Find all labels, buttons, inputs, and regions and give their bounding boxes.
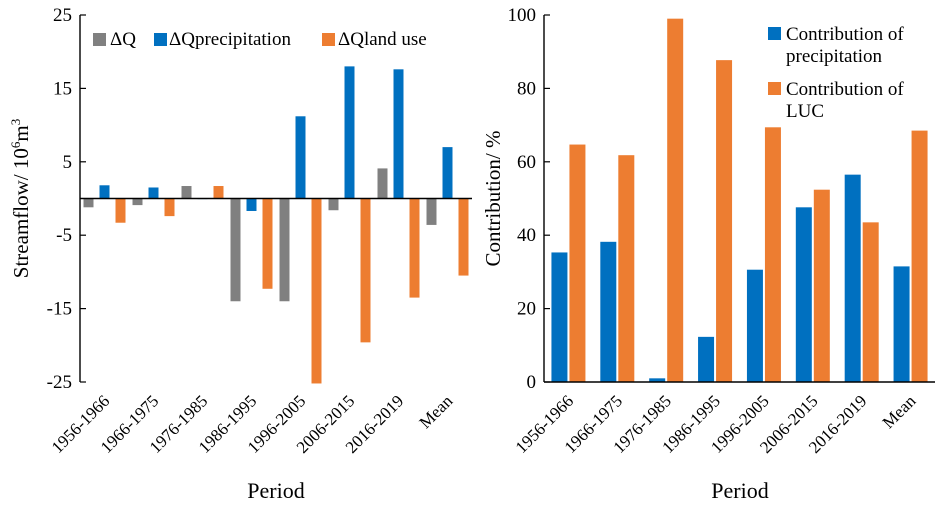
bar-qland-use-2006-2015	[360, 198, 371, 343]
contribution-chart: 0 20 40 60 80 100 1956-19661966-19751976-1985…	[481, 5, 935, 503]
y-tick-label: -25	[47, 372, 72, 393]
bar-contribution-of-luc-2016-2019	[862, 222, 879, 382]
bar-qprecipitation-1986-1995	[246, 198, 257, 211]
legend-label-luc: Contribution of LUC	[786, 79, 908, 122]
legend-label-precipitation-line2: precipitation	[786, 46, 883, 67]
bar-qland-use-2016-2019	[409, 198, 420, 298]
bar-contribution-of-luc-1976-1985	[667, 18, 684, 382]
bar-contribution-of-luc-2006-2015	[813, 189, 830, 382]
legend-label-dq: ΔQ	[110, 29, 136, 50]
x-tick-label-Mean: Mean	[879, 391, 920, 432]
left-y-label-exp2: 3	[8, 119, 23, 126]
y-tick-label: -15	[47, 299, 72, 320]
bar-qland-use-1956-1966	[115, 198, 126, 223]
right-y-axis-label: Contribution/ %	[481, 131, 505, 267]
right-x-axis-label: Period	[711, 478, 768, 503]
bar-qland-use-1976-1985	[213, 186, 224, 199]
bar-qprecipitation-1996-2005	[295, 116, 306, 199]
bar-qprecipitation-Mean	[442, 147, 453, 199]
legend-swatch-dq-precipitation	[154, 33, 167, 46]
bar-contribution-of-precipitation-2016-2019	[844, 174, 861, 382]
bar-contribution-of-precipitation-Mean	[893, 266, 910, 382]
bar-qprecipitation-2006-2015	[344, 66, 355, 199]
left-y-axis-label: Streamflow/ 106m3	[8, 119, 33, 278]
left-x-tick-labels: 1956-19661966-19751976-19851986-19951996…	[48, 391, 457, 457]
y-tick-label: 5	[63, 152, 73, 173]
y-tick-label: 40	[517, 225, 536, 246]
bar-q-1996-2005	[279, 198, 290, 302]
bar-contribution-of-precipitation-1996-2005	[746, 269, 763, 382]
legend-label-dq-precipitation: ΔQprecipitation	[169, 29, 291, 50]
streamflow-bars	[83, 66, 469, 384]
y-tick-label: 25	[53, 5, 72, 26]
y-tick-label: 15	[53, 78, 72, 99]
bar-contribution-of-luc-1966-1975	[618, 155, 635, 382]
legend-label-precipitation: Contribution of precipitation	[786, 24, 908, 67]
y-tick-label: 0	[527, 372, 537, 393]
bar-qland-use-1996-2005	[311, 198, 322, 384]
left-x-axis-label: Period	[247, 478, 304, 503]
y-tick-label: 100	[508, 5, 537, 26]
x-tick-label-Mean: Mean	[416, 391, 457, 432]
bar-contribution-of-luc-1956-1966	[569, 144, 586, 382]
bar-contribution-of-precipitation-1956-1966	[551, 252, 568, 382]
bar-contribution-of-precipitation-1986-1995	[698, 336, 715, 382]
left-y-label-main: Streamflow/ 10	[9, 148, 33, 278]
bar-contribution-of-luc-1996-2005	[764, 127, 781, 382]
legend-label-dq-land-use: ΔQland use	[338, 29, 427, 50]
bar-contribution-of-precipitation-2006-2015	[795, 207, 812, 382]
left-y-ticks: 25 15 5 -5 -15 -25	[47, 5, 86, 393]
bar-q-1966-1975	[132, 198, 143, 206]
bar-qprecipitation-1956-1966	[99, 185, 110, 199]
bar-q-2006-2015	[328, 198, 339, 211]
bar-q-Mean	[426, 198, 437, 225]
bar-contribution-of-luc-1986-1995	[716, 60, 733, 382]
right-x-tick-labels: 1956-19661966-19751976-19851986-19951996…	[512, 391, 920, 457]
y-tick-label: 20	[517, 299, 536, 320]
left-y-label-unit: m	[9, 125, 33, 141]
bar-contribution-of-luc-Mean	[911, 130, 928, 382]
right-y-ticks: 0 20 40 60 80 100	[508, 5, 550, 393]
legend-swatch-precipitation	[768, 27, 781, 40]
y-tick-label: 60	[517, 152, 536, 173]
y-tick-label: 80	[517, 78, 536, 99]
legend-label-luc-line1: Contribution of	[786, 79, 904, 100]
bar-q-1986-1995	[230, 198, 241, 302]
legend-swatch-dq-land-use	[322, 33, 335, 46]
bar-qland-use-1966-1975	[164, 198, 175, 217]
bar-qland-use-Mean	[458, 198, 469, 276]
bar-contribution-of-precipitation-1976-1985	[649, 378, 666, 382]
bar-qprecipitation-1966-1975	[148, 187, 159, 199]
bar-qprecipitation-2016-2019	[393, 69, 404, 199]
bar-q-1976-1985	[181, 186, 192, 199]
legend-swatch-dq	[93, 33, 106, 46]
left-legend: ΔQ ΔQprecipitation ΔQland use	[93, 29, 427, 50]
left-y-label-exp1: 6	[8, 141, 23, 148]
bar-qland-use-1986-1995	[262, 198, 273, 289]
legend-swatch-luc	[768, 82, 781, 95]
bar-q-2016-2019	[377, 168, 388, 199]
legend-label-luc-line2: LUC	[786, 101, 824, 122]
legend-label-precipitation-line1: Contribution of	[786, 24, 904, 45]
bar-q-1956-1966	[83, 198, 94, 208]
y-tick-label: -5	[56, 225, 72, 246]
right-legend: Contribution of precipitation Contributi…	[768, 24, 908, 122]
bar-contribution-of-precipitation-1966-1975	[600, 241, 617, 382]
streamflow-chart: 25 15 5 -5 -15 -25 1956-19661966-19751976-198…	[8, 5, 472, 503]
contribution-bars	[551, 18, 928, 382]
